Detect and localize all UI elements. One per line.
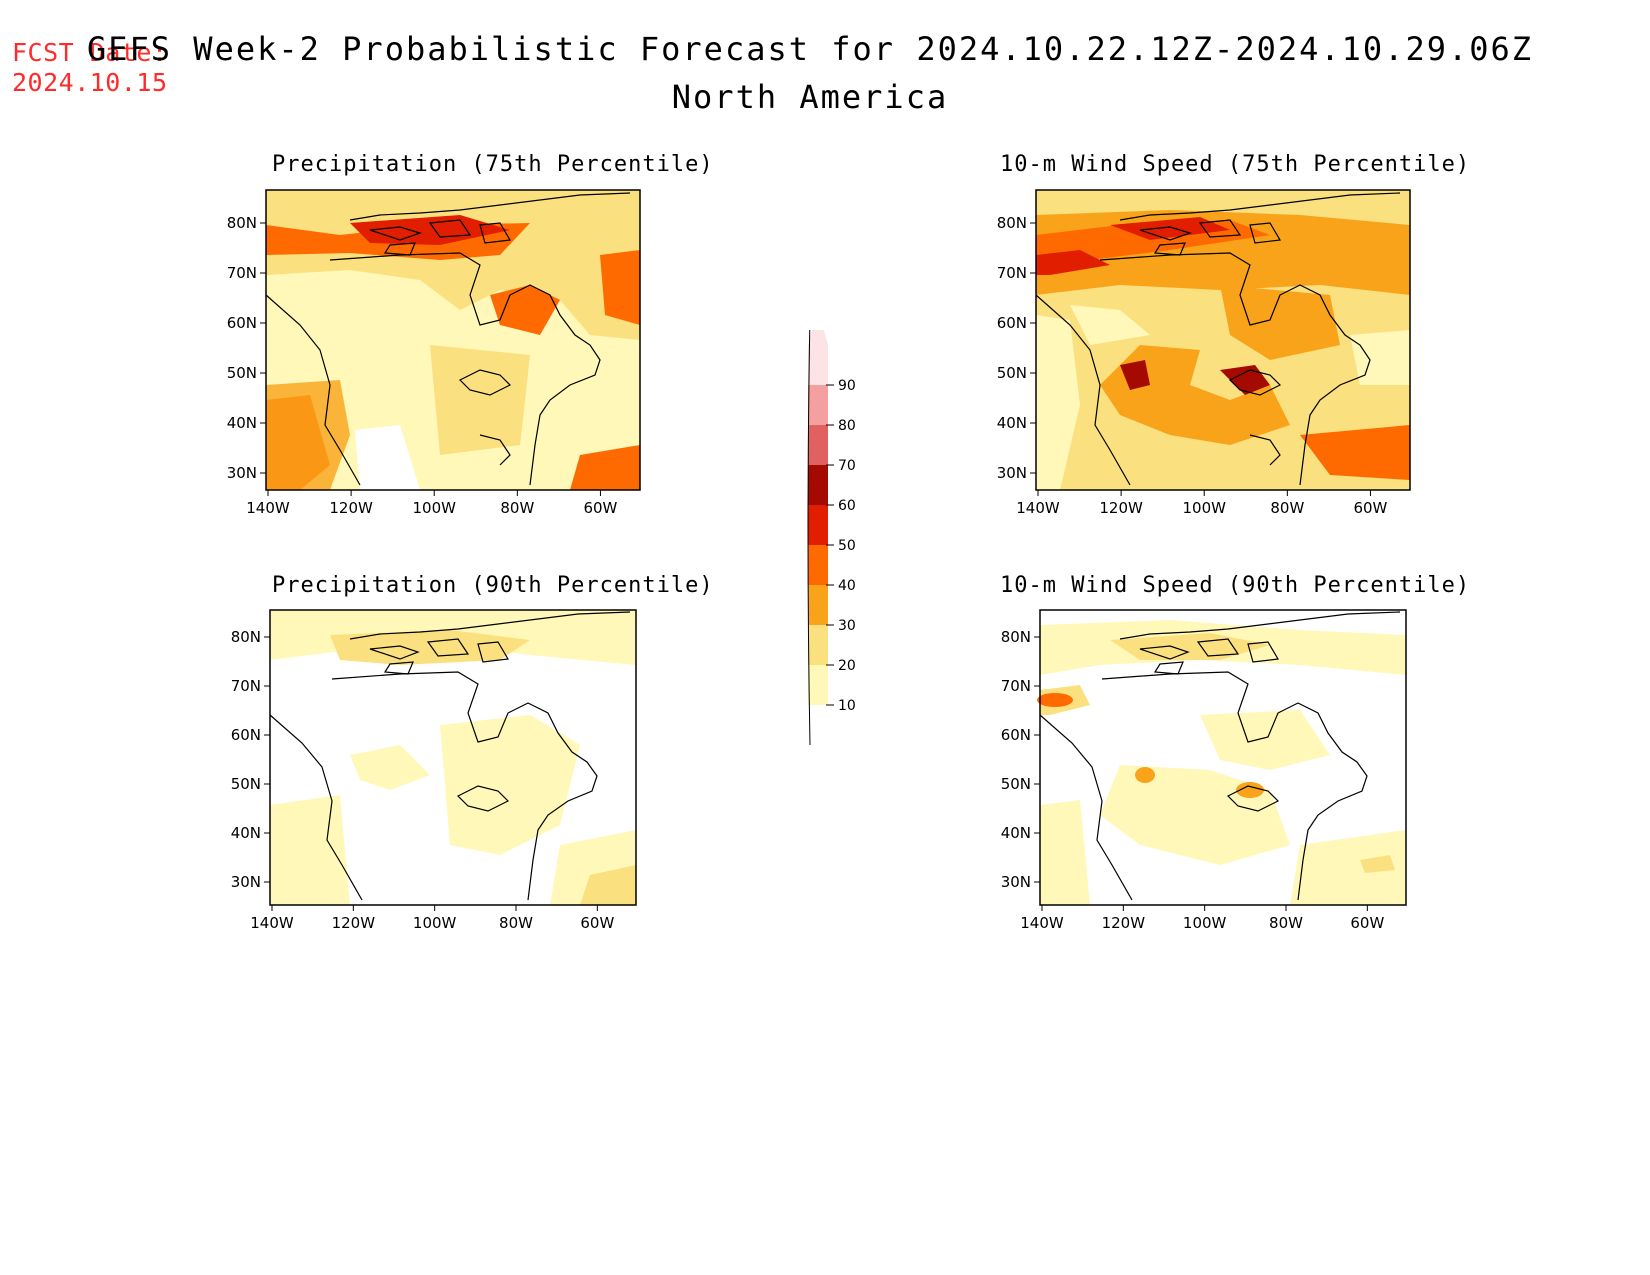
shading <box>1036 190 1410 490</box>
axis-labels: 80N 70N 60N 50N 40N 30N 140W 120W 100W 80W 60W <box>231 628 615 932</box>
map-frame <box>269 609 637 906</box>
lon-label: 120W <box>1102 914 1146 932</box>
lat-label: 30N <box>1001 873 1031 891</box>
map-frame <box>1039 609 1407 906</box>
lon-label: 80W <box>1269 914 1303 932</box>
lon-label: 120W <box>332 914 376 932</box>
colorbar-label: 80 <box>838 418 856 434</box>
lon-label: 60W <box>580 914 614 932</box>
lon-label: 80W <box>499 914 533 932</box>
lon-label: 120W <box>1099 499 1143 517</box>
map-precip90: 80N 70N 60N 50N 40N 30N 140W 120W 100W 80W 60W <box>231 609 637 932</box>
lat-label: 80N <box>1001 628 1031 646</box>
panel-title-wind75: 10-m Wind Speed (75th Percentile) <box>1000 152 1471 177</box>
lon-label: 80W <box>500 499 534 517</box>
map-wind90: 80N 70N 60N 50N 40N 30N 140W 120W 100W 80W 60W <box>1001 609 1407 932</box>
map-wind75: 80N 70N 60N 50N 40N 30N 140W 120W 100W 80W 60W <box>997 189 1411 517</box>
lat-label: 60N <box>227 314 257 332</box>
lat-label: 30N <box>997 464 1027 482</box>
lon-label: 140W <box>250 914 294 932</box>
axis-labels: 80N 70N 60N 50N 40N 30N 140W 120W 100W 80W 60W <box>1001 628 1385 932</box>
lon-label: 140W <box>246 499 290 517</box>
coastlines <box>1035 192 1401 486</box>
lat-label: 40N <box>997 414 1027 432</box>
colorbar-swatch <box>808 545 828 585</box>
colorbar-swatch <box>808 625 828 665</box>
lon-label: 60W <box>1350 914 1384 932</box>
lat-label: 70N <box>997 264 1027 282</box>
forecast-date-label: FCST Date: <box>12 38 168 67</box>
shading <box>266 190 640 490</box>
colorbar-swatch <box>808 505 828 545</box>
lon-label: 80W <box>1270 499 1304 517</box>
colorbar-label: 70 <box>838 458 856 474</box>
axis-labels: 80N 70N 60N 50N 40N 30N 140W 120W 100W 80W 60W <box>227 214 618 517</box>
lat-label: 80N <box>997 214 1027 232</box>
colorbar-label: 10 <box>838 698 856 714</box>
lon-label: 100W <box>412 499 456 517</box>
colorbar-top-cap <box>808 330 828 345</box>
colorbar-swatch <box>808 345 828 385</box>
lat-label: 70N <box>227 264 257 282</box>
map-frame <box>1035 189 1411 491</box>
map-precip75: 80N 70N 60N 50N 40N 30N 140W 120W 100W 80W 60W <box>227 189 641 517</box>
colorbar-label: 40 <box>838 578 856 594</box>
map-frame <box>265 189 641 491</box>
colorbar-outline <box>807 330 811 746</box>
colorbar-swatch <box>808 665 828 705</box>
colorbar-swatch <box>808 425 828 465</box>
lat-label: 60N <box>1001 726 1031 744</box>
page-subtitle: North America <box>671 78 949 116</box>
panel-title-wind90: 10-m Wind Speed (90th Percentile) <box>1000 573 1471 598</box>
lon-label: 100W <box>1182 499 1226 517</box>
coastlines <box>265 192 631 486</box>
forecast-date: FCST Date: 2024.10.15 <box>12 38 168 98</box>
lat-label: 30N <box>227 464 257 482</box>
lat-label: 50N <box>997 364 1027 382</box>
lat-label: 60N <box>997 314 1027 332</box>
shading <box>1037 610 1406 905</box>
lon-label: 100W <box>413 914 457 932</box>
colorbar-label: 20 <box>838 658 856 674</box>
lat-label: 70N <box>231 677 261 695</box>
colorbar: 10 20 30 40 50 60 70 80 90 <box>807 330 856 746</box>
lat-label: 80N <box>231 628 261 646</box>
colorbar-swatch <box>808 465 828 505</box>
lat-label: 40N <box>227 414 257 432</box>
colorbar-swatch <box>808 385 828 425</box>
colorbar-swatch <box>808 585 828 625</box>
lon-label: 120W <box>329 499 373 517</box>
lat-label: 50N <box>231 775 261 793</box>
page-title: GEFS Week-2 Probabilistic Forecast for 2… <box>86 30 1534 68</box>
coastlines <box>269 611 631 901</box>
lon-label: 140W <box>1020 914 1064 932</box>
lat-label: 40N <box>231 824 261 842</box>
lat-label: 50N <box>227 364 257 382</box>
colorbar-label: 60 <box>838 498 856 514</box>
colorbar-label: 50 <box>838 538 856 554</box>
coastlines <box>1039 611 1401 901</box>
lon-label: 100W <box>1183 914 1227 932</box>
lat-label: 30N <box>231 873 261 891</box>
shading <box>270 610 636 905</box>
lat-label: 40N <box>1001 824 1031 842</box>
axis-labels: 80N 70N 60N 50N 40N 30N 140W 120W 100W 80W 60W <box>997 214 1388 517</box>
lon-label: 60W <box>1353 499 1387 517</box>
colorbar-label: 90 <box>838 378 856 394</box>
colorbar-label: 30 <box>838 618 856 634</box>
lat-label: 70N <box>1001 677 1031 695</box>
forecast-date-value: 2024.10.15 <box>12 68 168 97</box>
lat-label: 80N <box>227 214 257 232</box>
lon-label: 60W <box>583 499 617 517</box>
lon-label: 140W <box>1016 499 1060 517</box>
panel-title-precip75: Precipitation (75th Percentile) <box>272 152 714 177</box>
panel-title-precip90: Precipitation (90th Percentile) <box>272 573 714 598</box>
lat-label: 60N <box>231 726 261 744</box>
lat-label: 50N <box>1001 775 1031 793</box>
